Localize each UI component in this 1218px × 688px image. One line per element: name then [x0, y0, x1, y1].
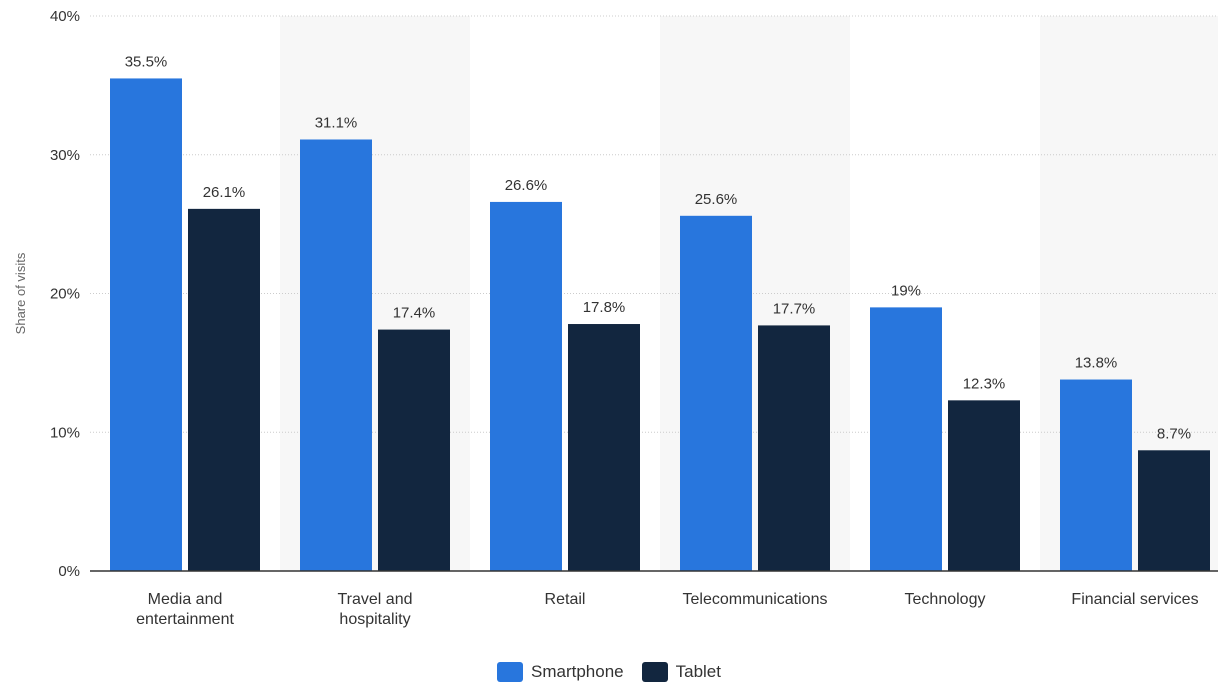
- data-label-smartphone-telecommunications: 25.6%: [695, 191, 738, 208]
- data-label-smartphone-travel-and-hospitality: 31.1%: [315, 114, 358, 131]
- data-label-smartphone-retail: 26.6%: [505, 177, 548, 194]
- bar-tablet-travel-and-hospitality[interactable]: [378, 329, 450, 571]
- y-axis-label: Share of visits: [13, 252, 28, 334]
- bar-smartphone-travel-and-hospitality[interactable]: [300, 139, 372, 572]
- bars: [110, 78, 1210, 572]
- data-label-tablet-financial-services: 8.7%: [1157, 425, 1191, 442]
- y-tick-label: 40%: [50, 8, 80, 25]
- data-label-smartphone-financial-services: 13.8%: [1075, 355, 1118, 372]
- legend-label-smartphone: Smartphone: [531, 662, 624, 681]
- data-label-tablet-telecommunications: 17.7%: [773, 300, 816, 317]
- bar-tablet-financial-services[interactable]: [1138, 450, 1210, 571]
- x-tick-label-telecommunications: Telecommunications: [683, 591, 828, 608]
- data-label-tablet-travel-and-hospitality: 17.4%: [393, 305, 436, 322]
- legend: Smartphone Tablet: [0, 662, 1218, 682]
- legend-item-tablet[interactable]: Tablet: [641, 662, 721, 682]
- data-label-smartphone-media-and-entertainment: 35.5%: [125, 53, 168, 70]
- y-axis-ticks: 0% 10% 20% 30% 40%: [50, 8, 80, 580]
- bar-smartphone-retail[interactable]: [490, 201, 562, 572]
- bar-tablet-retail[interactable]: [568, 324, 640, 571]
- x-tick-label-travel-and-hospitality: Travel and hospitality: [338, 591, 413, 628]
- y-tick-label: 0%: [58, 563, 80, 580]
- legend-label-tablet: Tablet: [675, 662, 721, 681]
- legend-swatch-smartphone: [497, 662, 523, 682]
- y-tick-label: 20%: [50, 286, 80, 303]
- bar-tablet-technology[interactable]: [948, 400, 1020, 571]
- data-label-tablet-retail: 17.8%: [583, 299, 626, 316]
- bar-smartphone-financial-services[interactable]: [1060, 379, 1132, 571]
- bar-tablet-media-and-entertainment[interactable]: [188, 208, 260, 572]
- bar-smartphone-media-and-entertainment[interactable]: [110, 78, 182, 571]
- y-tick-label: 30%: [50, 147, 80, 164]
- data-label-tablet-technology: 12.3%: [963, 375, 1006, 392]
- gridlines: [90, 15, 1218, 433]
- legend-item-smartphone[interactable]: Smartphone: [497, 662, 624, 682]
- x-tick-label-financial-services: Financial services: [1071, 591, 1198, 608]
- bar-smartphone-telecommunications[interactable]: [680, 215, 752, 572]
- data-label-tablet-media-and-entertainment: 26.1%: [203, 184, 246, 201]
- data-labels: 35.5% 26.1% 31.1% 17.4% 26.6% 17.8% 25.6% 17.7%…: [125, 53, 1191, 442]
- x-tick-label-retail: Retail: [545, 591, 586, 608]
- x-tick-label-media-and-entertainment: Media and entertainment: [136, 591, 234, 628]
- x-tick-label-technology: Technology: [905, 591, 986, 608]
- legend-swatch-tablet: [641, 662, 668, 682]
- data-label-smartphone-technology: 19%: [891, 282, 921, 299]
- x-axis-ticks: Media and entertainment Travel and hospital…: [136, 591, 1199, 628]
- bar-tablet-telecommunications[interactable]: [758, 325, 830, 571]
- bar-chart: 0% 10% 20% 30% 40% Share of visits 35.5% 26.1…: [13, 8, 1218, 628]
- y-tick-label: 10%: [50, 424, 80, 441]
- bar-smartphone-technology[interactable]: [870, 307, 942, 571]
